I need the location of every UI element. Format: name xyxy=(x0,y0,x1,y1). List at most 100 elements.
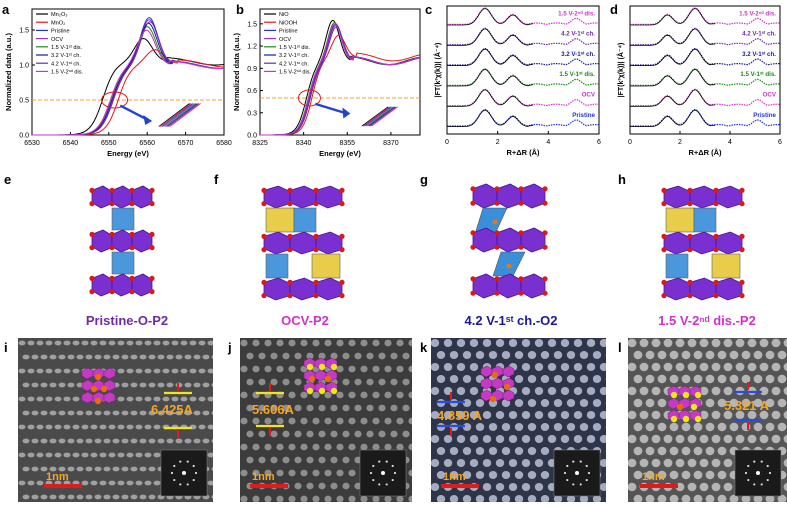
oxygen-atom xyxy=(261,247,267,253)
lattice-spot xyxy=(396,365,404,373)
lattice-spot xyxy=(108,452,116,458)
lattice-spot xyxy=(148,354,156,360)
series-label: 4.2 V-1ˢᵗ ch. xyxy=(742,31,776,38)
lattice-spot xyxy=(157,354,165,360)
lattice-spot xyxy=(663,362,673,372)
lattice-spot xyxy=(40,438,48,444)
oxygen-atom xyxy=(109,231,115,237)
lattice-spot xyxy=(573,387,583,395)
na-atom xyxy=(506,263,512,269)
scale-bar xyxy=(441,484,479,488)
lattice-spot xyxy=(360,365,368,373)
lattice-spot xyxy=(354,352,362,360)
lattice-spot xyxy=(675,434,685,444)
lattice-spot xyxy=(76,466,84,472)
lattice-spot xyxy=(366,430,374,438)
lattice-spot xyxy=(157,410,165,416)
lattice-spot xyxy=(705,350,715,360)
lattice-spot xyxy=(534,387,544,395)
lattice-spot xyxy=(729,398,739,408)
lattice-spot xyxy=(711,338,721,348)
lattice-spot xyxy=(759,410,769,420)
lattice-spot xyxy=(117,480,125,486)
octahedron xyxy=(496,183,522,209)
series-label: OCV xyxy=(582,92,596,99)
oxygen-atom xyxy=(542,230,548,236)
lattice-spot xyxy=(687,362,697,372)
lattice-spot xyxy=(402,430,410,438)
lattice-spot xyxy=(130,410,138,416)
fft-spot xyxy=(566,478,569,482)
lattice-spot xyxy=(639,362,649,372)
oxygen-atom xyxy=(661,201,667,207)
lattice-spot xyxy=(651,362,661,372)
lattice-spot xyxy=(300,339,308,347)
lattice-spot xyxy=(252,365,260,373)
lattice-spot xyxy=(258,430,266,438)
series-data-3.2 V-1ˢᵗ ch. xyxy=(630,47,781,66)
structure-ocv-p2 xyxy=(261,185,345,301)
lattice-spot xyxy=(171,396,179,402)
oxygen-atom xyxy=(287,247,293,253)
lattice-spot xyxy=(211,495,213,499)
lattice-spot xyxy=(765,494,775,502)
lattice-spot xyxy=(348,365,356,373)
lattice-spot xyxy=(699,458,709,468)
lattice-spot xyxy=(264,469,272,477)
lattice-spot xyxy=(94,410,102,416)
legend-label: Pristine xyxy=(279,29,298,35)
lattice-spot xyxy=(144,424,152,430)
inset-atom xyxy=(94,397,102,405)
lattice-spot xyxy=(639,338,649,348)
lattice-spot xyxy=(645,398,655,408)
lattice-spot xyxy=(699,410,709,420)
lattice-spot xyxy=(514,423,524,431)
oxygen-atom xyxy=(687,293,693,299)
lattice-spot xyxy=(153,368,161,374)
octahedron xyxy=(496,227,522,253)
lattice-spot xyxy=(475,447,485,455)
lattice-spot xyxy=(747,410,757,420)
panel-label-c: c xyxy=(425,2,433,17)
fft-spot xyxy=(760,460,763,463)
lattice-spot xyxy=(130,494,138,500)
octahedron xyxy=(689,277,717,301)
lattice-spot xyxy=(366,404,374,412)
y-tick-label: 0.9 xyxy=(247,66,257,73)
plot-frame xyxy=(31,8,225,136)
lattice-spot xyxy=(579,423,589,431)
lattice-spot xyxy=(681,446,691,456)
lattice-spot xyxy=(639,386,649,396)
lattice-spot xyxy=(54,340,62,346)
octahedron xyxy=(131,185,153,209)
lattice-spot xyxy=(49,494,57,500)
lattice-spot xyxy=(693,494,703,502)
lattice-spot xyxy=(180,396,188,402)
lattice-spot xyxy=(288,443,296,451)
lattice-spot xyxy=(669,350,679,360)
lattice-spot xyxy=(687,434,697,444)
lattice-spot xyxy=(148,410,156,416)
lattice-spot xyxy=(717,446,727,456)
inset-line xyxy=(164,103,197,127)
oxygen-atom xyxy=(518,276,524,282)
lattice-spot xyxy=(63,424,71,430)
series-label: 1.5 V-2ⁿᵈ dis. xyxy=(558,10,595,17)
lattice-spot xyxy=(699,482,709,492)
lattice-spot xyxy=(521,459,531,467)
lattice-spot xyxy=(687,482,697,492)
lattice-spot xyxy=(488,423,498,431)
inset-octahedron xyxy=(81,391,94,404)
octahedron xyxy=(263,185,291,209)
lattice-spot xyxy=(384,391,392,399)
scale-bar xyxy=(44,484,82,488)
lattice-spot xyxy=(40,410,48,416)
lattice-spot xyxy=(462,495,472,502)
lattice-spot xyxy=(54,424,62,430)
series-fit-4.2 V-1ˢᵗ ch. xyxy=(630,28,716,46)
scale-bar-label: 1nm xyxy=(443,471,466,483)
lattice-spot xyxy=(211,439,213,443)
lattice-spot xyxy=(139,466,147,472)
lattice-spot xyxy=(495,339,505,347)
lattice-spot xyxy=(49,466,57,472)
